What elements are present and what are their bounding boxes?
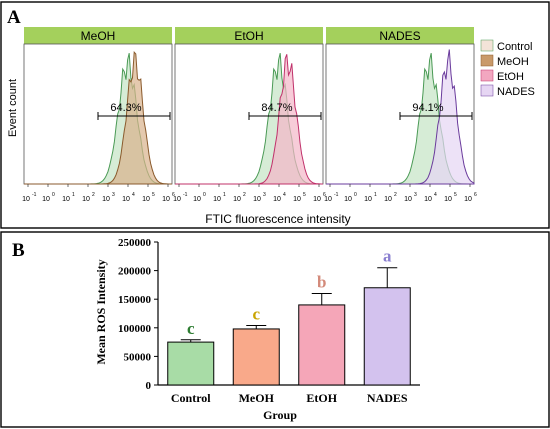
panel-a-frame: [0, 1, 550, 229]
x-tick-label: 10: [364, 196, 372, 203]
panel-a-letter: A: [7, 7, 21, 28]
x-tick-exponent: 6: [172, 192, 175, 198]
y-tick-label: 250000: [118, 237, 152, 249]
y-tick-label: 50000: [124, 351, 152, 363]
x-tick-exponent: 1: [374, 192, 377, 198]
x-tick-exponent: 4: [132, 192, 135, 198]
x-tick-label: 10: [293, 196, 301, 203]
legend: Control MeOH EtOH NADES: [480, 39, 535, 98]
significance-letter: c: [187, 319, 195, 338]
panel-b-y-label: Mean ROS Intensity: [94, 259, 108, 364]
legend-label: NADES: [497, 86, 535, 98]
y-tick-label: 0: [146, 380, 152, 392]
x-tick-label: 10: [313, 196, 321, 203]
x-tick-label: EtOH: [306, 391, 337, 405]
x-tick-exponent: 6: [323, 192, 326, 198]
legend-label: EtOH: [497, 71, 524, 83]
histogram-sample-curve: [326, 49, 475, 185]
histogram-header-bar: [326, 27, 474, 44]
x-tick-exponent: 3: [414, 192, 417, 198]
x-tick-exponent: 2: [394, 192, 397, 198]
panel-b-frame: [0, 231, 550, 428]
legend-swatch: [480, 69, 494, 82]
legend-label: Control: [497, 41, 532, 53]
legend-label: MeOH: [497, 56, 529, 68]
x-tick-exponent: 0: [203, 192, 206, 198]
x-tick-exponent: -1: [32, 192, 37, 198]
x-tick-label: Control: [171, 391, 211, 405]
x-tick-exponent: 1: [223, 192, 226, 198]
x-tick-exponent: -1: [183, 192, 188, 198]
legend-swatch: [480, 84, 494, 97]
x-tick-label: 10: [233, 196, 241, 203]
gate-percentage-label: 64.3%: [110, 102, 141, 114]
x-tick-exponent: -1: [334, 192, 339, 198]
x-tick-exponent: 0: [52, 192, 55, 198]
significance-letter: b: [317, 272, 326, 291]
x-tick-exponent: 4: [434, 192, 437, 198]
x-tick-label: 10: [162, 196, 170, 203]
x-tick-label: 10: [122, 196, 130, 203]
x-tick-exponent: 2: [92, 192, 95, 198]
x-tick-label: 10: [142, 196, 150, 203]
panel-b-x-label: Group: [263, 408, 297, 422]
legend-swatch: [480, 39, 494, 52]
histogram-header-label: EtOH: [234, 29, 263, 43]
panel-a-x-label: FTIC fluorescence intensity: [205, 212, 350, 226]
x-tick-label: 10: [404, 196, 412, 203]
x-tick-label: 10: [424, 196, 432, 203]
histogram-header-bar: [24, 27, 172, 44]
x-tick-label: 10: [22, 196, 30, 203]
x-tick-label: 10: [344, 196, 352, 203]
significance-letter: c: [252, 305, 260, 324]
histogram-header-bar: [175, 27, 323, 44]
bar: [298, 304, 346, 386]
x-tick-label: 10: [62, 196, 70, 203]
bar-chart: 0 50000 100000 150000 200000 250000 c Control c M…: [118, 237, 420, 405]
x-tick-exponent: 2: [243, 192, 246, 198]
x-tick-label: 10: [42, 196, 50, 203]
x-tick-label: 10: [253, 196, 261, 203]
histogram-header-label: NADES: [379, 29, 420, 43]
gate-percentage-label: 84.7%: [261, 102, 292, 114]
x-tick-label: 10: [173, 196, 181, 203]
x-tick-exponent: 3: [263, 192, 266, 198]
gate-percentage-label: 94.1%: [412, 102, 443, 114]
panel-b-letter: B: [12, 240, 25, 261]
histogram-sample-curve: [24, 51, 172, 185]
x-tick-label: 10: [464, 196, 472, 203]
histogram-panels: MeOH64.3%10-1100101102103104105106EtOH84…: [22, 27, 477, 203]
x-tick-label: 10: [444, 196, 452, 203]
x-tick-label: 10: [213, 196, 221, 203]
x-tick-label: NADES: [367, 391, 408, 405]
x-tick-label: 10: [82, 196, 90, 203]
x-tick-exponent: 5: [152, 192, 155, 198]
histogram-sample-curve: [175, 54, 323, 185]
x-tick-exponent: 1: [72, 192, 75, 198]
bar: [232, 328, 280, 386]
y-tick-label: 100000: [118, 323, 152, 335]
significance-letter: a: [383, 247, 392, 266]
x-tick-exponent: 5: [454, 192, 457, 198]
y-tick-label: 150000: [118, 294, 152, 306]
x-tick-label: 10: [102, 196, 110, 203]
legend-swatch: [480, 54, 494, 67]
bar: [167, 341, 215, 386]
x-tick-exponent: 6: [474, 192, 477, 198]
x-tick-exponent: 4: [283, 192, 286, 198]
x-tick-exponent: 3: [112, 192, 115, 198]
panel-a-y-label: Event count: [7, 79, 19, 137]
x-tick-label: 10: [384, 196, 392, 203]
bar: [363, 287, 411, 386]
y-tick-label: 200000: [118, 266, 152, 278]
x-tick-exponent: 5: [303, 192, 306, 198]
x-tick-exponent: 0: [354, 192, 357, 198]
x-tick-label: 10: [273, 196, 281, 203]
x-tick-label: 10: [193, 196, 201, 203]
x-tick-label: MeOH: [239, 391, 275, 405]
x-tick-label: 10: [324, 196, 332, 203]
histogram-header-label: MeOH: [81, 29, 116, 43]
